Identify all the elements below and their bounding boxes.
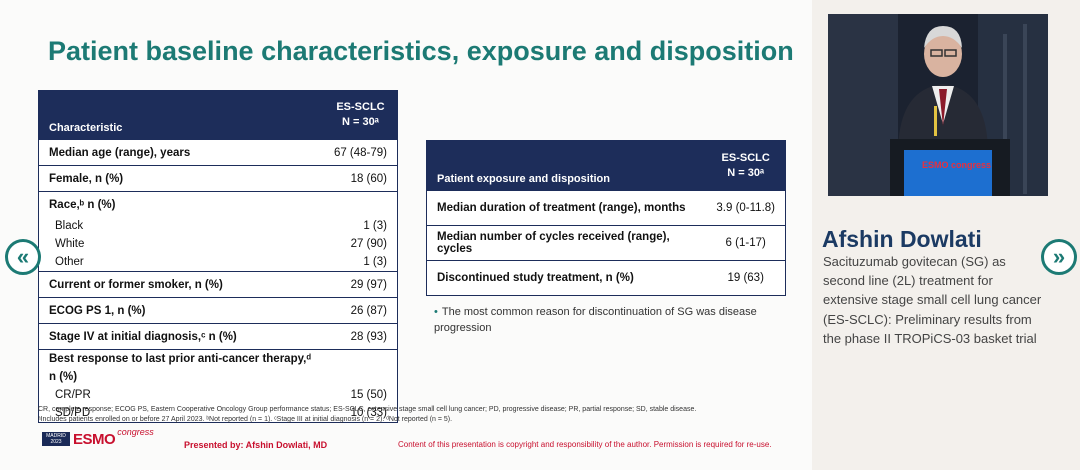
podium-screen-text: ESMO congress [922, 160, 991, 170]
talk-title: Sacituzumab govitecan (SG) as second lin… [823, 254, 1042, 346]
row-value [323, 349, 398, 386]
row-value: 1 (3) [363, 220, 387, 232]
logo-suffix: congress [117, 427, 154, 437]
table1-header-characteristic: Characteristic [38, 90, 324, 140]
table1-header-es-sclc: ES-SCLC [336, 101, 385, 113]
row-label: Female, n (%) [38, 165, 324, 192]
row-label: Other [55, 256, 84, 268]
esmo-congress-logo: MADRID 2023 ESMO congress [42, 427, 154, 448]
row-value: 29 (97) [323, 271, 398, 298]
table-row: Current or former smoker, n (%) 29 (97) [38, 271, 398, 298]
slide-title: Patient baseline characteristics, exposu… [48, 36, 794, 66]
table-row: White 27 (90) [39, 235, 398, 253]
next-slide-button[interactable]: » [1041, 239, 1077, 275]
baseline-characteristics-table: Characteristic ES-SCLC N = 30ᵃ Median ag… [38, 90, 398, 423]
row-label: Current or former smoker, n (%) [38, 271, 324, 298]
table2-header-es-sclc: ES-SCLC [721, 151, 770, 164]
logo-city-year: MADRID 2023 [42, 432, 70, 446]
row-value: 67 (48-79) [323, 139, 398, 166]
note-text: The most common reason for discontinuati… [434, 306, 757, 334]
discontinuation-note: • The most common reason for discontinuat… [434, 304, 779, 336]
table2-header-n: N = 30ᵃ [727, 166, 765, 179]
row-label: CR/PR [55, 389, 91, 401]
speaker-name: Afshin Dowlati [822, 226, 982, 252]
row-value: 18 (60) [323, 165, 398, 192]
table-row: Best response to last prior anti-cancer … [38, 349, 398, 386]
row-value: 26 (87) [323, 297, 398, 324]
row-label: Best response to last prior anti-cancer … [38, 349, 324, 386]
row-value: 28 (93) [323, 323, 398, 350]
row-label: Median number of cycles received (range)… [426, 225, 707, 261]
row-value: 19 (63) [706, 260, 786, 296]
table2-header-group: ES-SCLC N = 30ᵃ [706, 140, 786, 191]
table-row: SD/PD 10 (33) [39, 404, 398, 423]
table-row: Median duration of treatment (range), mo… [426, 190, 786, 226]
table-row: Stage IV at initial diagnosis,ᶜ n (%) 28… [38, 323, 398, 350]
table2-header-exposure: Patient exposure and disposition [426, 140, 707, 191]
footnote-abbreviations: CR, complete response; ECOG PS, Eastern … [38, 406, 697, 413]
presentation-slide: Patient baseline characteristics, exposu… [0, 0, 812, 470]
table1-header-n: N = 30ᵃ [342, 116, 379, 128]
row-value: 6 (1-17) [706, 225, 786, 261]
table1-header-group: ES-SCLC N = 30ᵃ [323, 90, 398, 140]
exposure-disposition-table: Patient exposure and disposition ES-SCLC… [426, 140, 786, 296]
presented-by: Presented by: Afshin Dowlati, MD [184, 440, 328, 450]
chevron-double-left-icon: « [16, 244, 30, 269]
footnote-markers: ᵃIncludes patients enrolled on or before… [38, 416, 453, 423]
table-row: ECOG PS 1, n (%) 26 (87) [38, 297, 398, 324]
row-label: Stage IV at initial diagnosis,ᶜ n (%) [38, 323, 324, 350]
table-row: Race,ᵇ n (%) [38, 191, 398, 217]
row-value: 15 (50) [350, 389, 387, 401]
row-label: Race,ᵇ n (%) [38, 191, 324, 217]
table-row: Female, n (%) 18 (60) [38, 165, 398, 192]
table-row: Other 1 (3) [39, 253, 398, 272]
row-label: Median duration of treatment (range), mo… [426, 190, 707, 226]
row-label: White [55, 238, 85, 250]
speaker-video-image: ESMO congress [828, 14, 1048, 196]
row-value: 1 (3) [363, 256, 387, 268]
chevron-double-right-icon: » [1052, 244, 1066, 269]
table-row: CR/PR 15 (50) [39, 386, 398, 404]
table-row: Black 1 (3) [39, 217, 398, 235]
row-label: Black [55, 220, 84, 232]
table-row: Discontinued study treatment, n (%) 19 (… [426, 260, 786, 296]
row-label: SD/PD [55, 407, 91, 419]
row-value: 27 (90) [350, 238, 387, 250]
previous-slide-button[interactable]: « [5, 239, 41, 275]
row-value [323, 191, 398, 217]
bullet-icon: • [434, 306, 438, 318]
copyright-notice: Content of this presentation is copyrigh… [398, 440, 772, 449]
logo-brand: ESMO [73, 430, 116, 448]
row-label: ECOG PS 1, n (%) [38, 297, 324, 324]
row-value: 3.9 (0-11.8) [706, 190, 786, 226]
row-value: 10 (33) [350, 407, 387, 419]
table-row: Median number of cycles received (range)… [426, 225, 786, 261]
row-label: Discontinued study treatment, n (%) [426, 260, 707, 296]
row-label: Median age (range), years [38, 139, 324, 166]
table-row: Median age (range), years 67 (48-79) [38, 139, 398, 166]
speaker-video: ESMO congress [828, 14, 1048, 196]
